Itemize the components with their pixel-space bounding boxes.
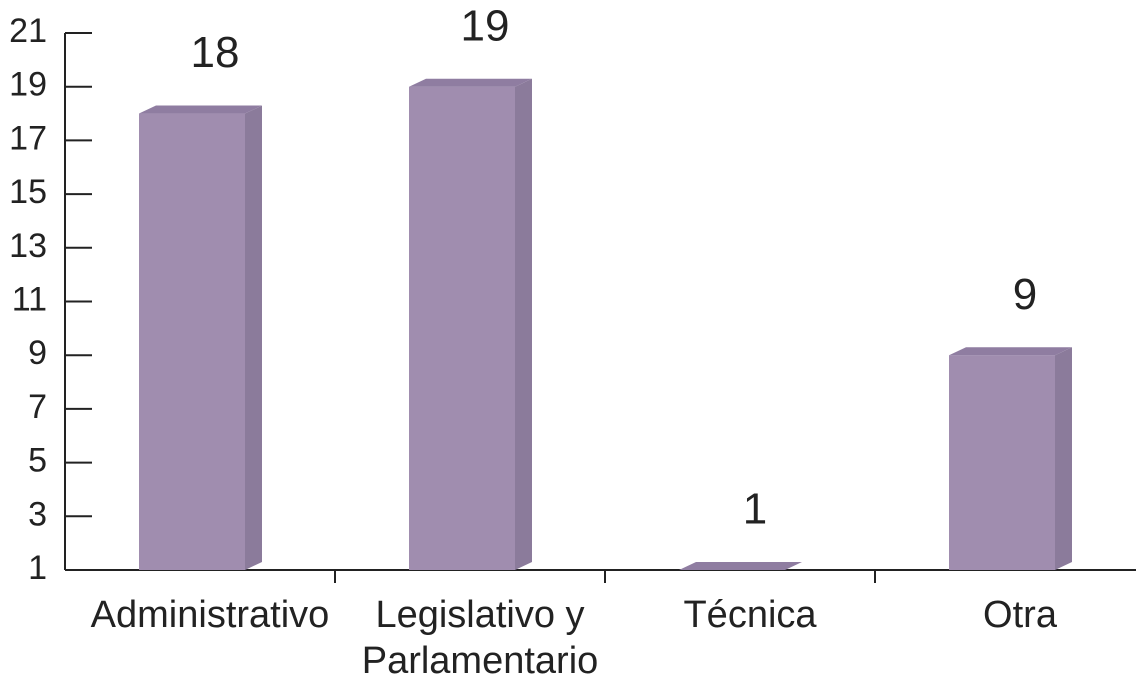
bar-top	[679, 562, 802, 570]
y-tick-label: 7	[28, 388, 47, 426]
bar-front	[949, 355, 1055, 570]
value-label: 1	[743, 485, 767, 534]
bar-front	[409, 86, 515, 570]
y-tick-label: 15	[9, 173, 47, 211]
value-label: 18	[191, 28, 240, 77]
y-tick-label: 11	[12, 280, 47, 318]
bar-side	[245, 105, 262, 571]
bar	[949, 347, 1072, 570]
value-label: 9	[1013, 270, 1037, 319]
bar	[679, 562, 802, 570]
x-tick-label: Legislativo y Parlamentario	[361, 594, 599, 682]
y-tick-label: 21	[9, 12, 47, 50]
bar	[139, 105, 262, 571]
x-tick-label: Técnica	[683, 594, 817, 636]
x-tick-label: Otra	[983, 594, 1057, 636]
y-tick-label: 17	[9, 119, 47, 157]
bar-side	[515, 78, 532, 570]
x-tick-label: Administrativo	[90, 594, 330, 636]
y-tick-label: 3	[28, 495, 47, 533]
value-label: 19	[461, 1, 510, 50]
y-tick-label: 1	[28, 549, 47, 587]
bar-front	[139, 113, 245, 571]
y-tick-label: 13	[9, 227, 47, 265]
y-tick-label: 19	[9, 66, 47, 104]
bar-top	[139, 105, 262, 114]
bar	[409, 78, 532, 570]
y-tick-label: 9	[28, 334, 47, 372]
bar-side	[1055, 347, 1072, 570]
bar-top	[949, 347, 1072, 356]
y-tick-label: 5	[28, 442, 47, 480]
bar-top	[409, 78, 532, 87]
